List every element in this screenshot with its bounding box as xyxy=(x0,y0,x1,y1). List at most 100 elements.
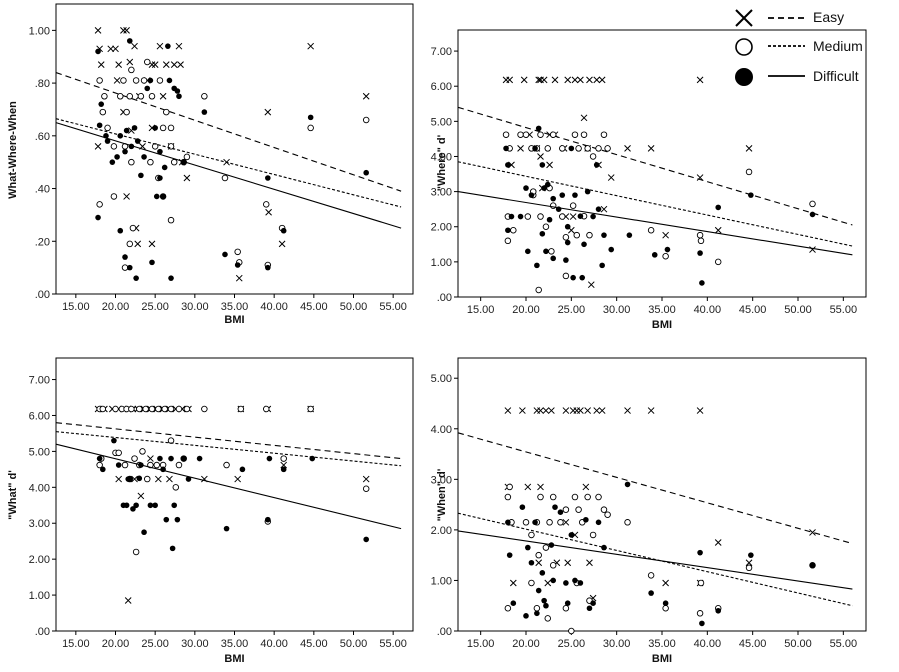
y-tick-label: 5.00 xyxy=(431,373,452,385)
x-axis-label: BMI xyxy=(224,653,244,665)
y-tick-label: 3.00 xyxy=(29,518,50,530)
data-point-medium xyxy=(123,108,130,116)
data-point-difficult xyxy=(133,502,139,509)
data-point-difficult xyxy=(363,169,369,176)
data-point-easy xyxy=(120,27,127,34)
data-point-difficult xyxy=(528,192,535,198)
data-point-easy xyxy=(745,559,753,567)
data-point-medium xyxy=(502,131,510,138)
data-point-medium xyxy=(159,124,167,132)
data-point-easy xyxy=(123,27,130,34)
data-point-easy xyxy=(134,240,142,248)
data-point-difficult xyxy=(239,466,246,473)
x-tick-label: 45.00 xyxy=(300,301,328,313)
y-tick-label: 4.00 xyxy=(431,424,452,436)
x-tick-label: 50.00 xyxy=(340,638,368,650)
data-point-easy xyxy=(113,77,121,84)
data-point-difficult xyxy=(593,162,600,168)
panels: 15.00 20.00 25.00 30.00 35.00 40.00 45.00 50.00… xyxy=(7,3,867,665)
data-point-easy xyxy=(542,407,550,414)
data-point-difficult xyxy=(528,559,535,566)
data-point-medium xyxy=(584,493,591,501)
x-tick-label: 45.00 xyxy=(739,304,767,316)
data-point-difficult xyxy=(532,145,538,152)
data-point-medium xyxy=(172,484,180,491)
data-point-medium xyxy=(96,77,103,84)
data-point-medium xyxy=(535,286,542,294)
data-point-medium xyxy=(128,66,135,74)
fit-line-easy xyxy=(55,422,402,460)
data-point-easy xyxy=(714,539,722,546)
data-point-medium xyxy=(544,145,552,152)
data-point-difficult xyxy=(166,77,173,84)
data-point-difficult xyxy=(157,455,163,462)
y-tick-label: 1.00 xyxy=(431,257,452,269)
data-point-difficult xyxy=(564,223,571,230)
data-point-difficult xyxy=(98,101,105,107)
data-point-medium xyxy=(546,519,553,526)
data-point-difficult xyxy=(126,264,133,271)
legend-label-difficult: Difficult xyxy=(813,68,859,84)
data-point-medium xyxy=(163,108,170,116)
data-point-difficult xyxy=(809,562,816,569)
data-point-easy xyxy=(280,461,288,469)
y-tick-label: .20 xyxy=(35,236,50,248)
legend-item-easy: Easy xyxy=(735,9,844,27)
data-point-medium xyxy=(183,405,191,413)
data-point-medium xyxy=(121,461,129,469)
data-point-medium xyxy=(537,213,544,220)
fit-line-easy xyxy=(457,106,853,226)
data-point-difficult xyxy=(149,259,155,266)
data-point-difficult xyxy=(363,536,369,543)
data-point-easy xyxy=(600,205,608,213)
y-tick-label: .00 xyxy=(437,626,452,638)
data-point-difficult xyxy=(601,544,607,551)
data-point-easy xyxy=(307,42,315,50)
data-point-difficult xyxy=(534,262,540,269)
data-point-easy xyxy=(696,407,704,414)
x-tick-label: 40.00 xyxy=(260,301,288,313)
x-tick-label: 25.00 xyxy=(141,638,169,650)
data-point-difficult xyxy=(153,193,160,200)
plot-frame xyxy=(457,29,867,298)
x-tick-label: 35.00 xyxy=(648,304,676,316)
data-point-difficult xyxy=(664,246,671,253)
data-point-difficult xyxy=(503,145,509,152)
data-point-difficult xyxy=(590,600,596,606)
data-point-difficult xyxy=(550,255,556,262)
x-tick-label: 30.00 xyxy=(181,301,209,313)
legend-filled-circle-marker xyxy=(735,68,753,86)
data-point-difficult xyxy=(196,455,203,462)
data-point-difficult xyxy=(122,148,128,155)
data-point-medium xyxy=(537,493,544,501)
data-point-difficult xyxy=(126,38,133,44)
data-point-easy xyxy=(535,559,543,567)
y-tick-label: 2.00 xyxy=(431,222,452,234)
data-point-difficult xyxy=(541,185,547,191)
data-point-easy xyxy=(278,240,286,248)
data-point-difficult xyxy=(117,133,124,139)
x-tick-label: 35.00 xyxy=(221,301,249,313)
series-difficult xyxy=(55,437,402,552)
data-point-difficult xyxy=(265,516,271,523)
panel-when: 15.00 20.00 25.00 30.00 35.00 40.00 45.00 50.00… xyxy=(431,357,867,665)
data-point-difficult xyxy=(174,88,181,94)
data-point-medium xyxy=(307,405,314,413)
data-point-difficult xyxy=(136,475,143,482)
data-point-easy xyxy=(624,407,631,414)
legend-open-circle-marker xyxy=(735,38,753,56)
data-point-medium xyxy=(506,483,513,491)
data-point-difficult xyxy=(125,476,131,482)
data-point-difficult xyxy=(265,264,271,271)
data-point-easy xyxy=(151,61,159,68)
data-point-easy xyxy=(124,597,132,604)
data-point-medium xyxy=(99,108,107,116)
data-point-medium xyxy=(589,531,597,539)
data-point-medium xyxy=(96,201,103,208)
data-point-difficult xyxy=(165,43,171,49)
data-point-difficult xyxy=(599,262,605,269)
data-point-difficult xyxy=(595,206,602,212)
data-point-difficult xyxy=(100,466,106,473)
data-point-easy xyxy=(519,407,526,414)
data-point-difficult xyxy=(152,502,158,509)
